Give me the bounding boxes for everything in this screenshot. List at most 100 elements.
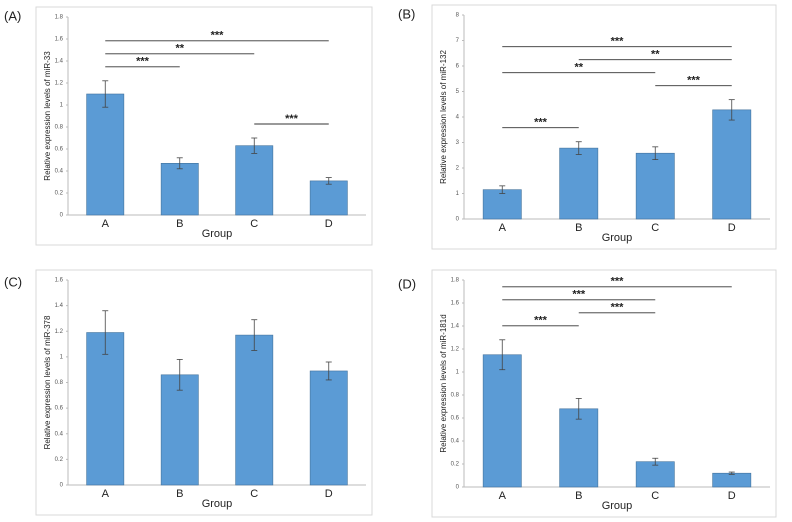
- bar: [160, 374, 199, 486]
- significance-label: ***: [611, 276, 625, 288]
- y-tick-label: 0.8: [55, 380, 64, 386]
- significance-label: ***: [285, 113, 299, 125]
- y-tick-label: 0.6: [55, 147, 64, 153]
- y-tick-label: 0.8: [55, 125, 64, 131]
- y-tick-label: 0: [60, 213, 64, 219]
- y-axis-label: Relative expression levels of miR-181d: [439, 314, 448, 452]
- bar: [86, 93, 125, 216]
- y-axis-label: Relative expression levels of miR-378: [43, 315, 52, 449]
- bar: [86, 332, 125, 486]
- panel-label: (D): [398, 276, 416, 291]
- y-tick-label: 3: [456, 140, 460, 146]
- x-tick-label: D: [325, 488, 333, 500]
- x-tick-label: D: [728, 490, 736, 502]
- x-tick-label: A: [499, 222, 507, 234]
- bar: [559, 408, 599, 488]
- y-axis-label: Relative expression levels of miR-132: [439, 50, 448, 184]
- x-tick-label: D: [728, 222, 736, 234]
- bar: [309, 370, 348, 486]
- y-tick-label: 1: [60, 354, 64, 360]
- y-tick-label: 0: [456, 217, 460, 223]
- bar: [635, 152, 675, 220]
- y-tick-label: 0: [456, 485, 460, 491]
- x-tick-label: A: [499, 490, 507, 502]
- y-tick-label: 1: [456, 191, 460, 197]
- x-axis-label: Group: [202, 228, 233, 240]
- panel-label: (A): [4, 8, 21, 23]
- y-tick-label: 1.4: [55, 59, 64, 65]
- x-tick-label: B: [176, 488, 183, 500]
- bar: [559, 147, 599, 220]
- y-tick-label: 1.8: [451, 278, 460, 284]
- y-tick-label: 0.6: [55, 406, 64, 412]
- bar: [482, 354, 522, 488]
- y-tick-label: 0.4: [55, 169, 64, 175]
- y-tick-label: 1.6: [55, 37, 64, 43]
- y-tick-label: 1.6: [55, 278, 64, 284]
- bar: [309, 180, 348, 216]
- significance-label: ***: [211, 30, 225, 42]
- x-tick-label: B: [575, 222, 582, 234]
- y-tick-label: 1.4: [451, 324, 460, 330]
- y-tick-label: 0: [60, 483, 64, 489]
- bar: [712, 472, 752, 488]
- panel-frame: [431, 269, 777, 518]
- significance-label: ***: [687, 75, 701, 87]
- y-tick-label: 1.2: [451, 347, 460, 353]
- x-tick-label: A: [102, 488, 110, 500]
- x-tick-label: C: [651, 222, 659, 234]
- significance-label: ***: [572, 289, 586, 301]
- x-tick-label: B: [176, 218, 183, 230]
- panel-frame: [35, 6, 373, 246]
- y-tick-label: 1.6: [451, 301, 460, 307]
- y-tick-label: 2: [456, 166, 460, 172]
- x-tick-label: C: [651, 490, 659, 502]
- significance-label: **: [175, 43, 184, 55]
- bar: [160, 163, 199, 216]
- significance-label: **: [651, 49, 660, 61]
- y-tick-label: 0.2: [55, 191, 64, 197]
- bar: [482, 189, 522, 220]
- significance-label: **: [574, 62, 583, 74]
- y-tick-label: 6: [456, 64, 460, 70]
- y-tick-label: 4: [456, 115, 460, 121]
- y-tick-label: 5: [456, 89, 460, 95]
- significance-label: ***: [534, 117, 548, 129]
- x-tick-label: A: [102, 218, 110, 230]
- y-tick-label: 1.4: [55, 303, 64, 309]
- y-tick-label: 1.8: [55, 15, 64, 21]
- y-tick-label: 7: [456, 38, 460, 44]
- y-tick-label: 8: [456, 13, 460, 19]
- y-tick-label: 1.2: [55, 329, 64, 335]
- panel-label: (C): [4, 274, 22, 289]
- y-tick-label: 0.2: [55, 457, 64, 463]
- y-tick-label: 1: [456, 370, 460, 376]
- y-tick-label: 0.4: [451, 439, 460, 445]
- x-axis-label: Group: [202, 498, 233, 510]
- significance-label: ***: [534, 315, 548, 327]
- significance-label: ***: [611, 302, 625, 314]
- y-tick-label: 0.8: [451, 393, 460, 399]
- significance-label: ***: [611, 36, 625, 48]
- bar: [235, 334, 274, 486]
- bar: [235, 145, 274, 216]
- x-axis-label: Group: [602, 500, 633, 512]
- y-axis-label: Relative expression levels of miR-33: [43, 51, 52, 181]
- y-tick-label: 1: [60, 103, 64, 109]
- x-tick-label: C: [250, 218, 258, 230]
- significance-label: ***: [136, 56, 150, 68]
- x-tick-label: B: [575, 490, 582, 502]
- y-tick-label: 0.2: [451, 462, 460, 468]
- panel-frame: [431, 4, 777, 250]
- y-tick-label: 0.6: [451, 416, 460, 422]
- x-tick-label: D: [325, 218, 333, 230]
- y-tick-label: 1.2: [55, 81, 64, 87]
- x-tick-label: C: [250, 488, 258, 500]
- panel-label: (B): [398, 6, 415, 21]
- bar: [635, 461, 675, 488]
- y-tick-label: 0.4: [55, 431, 64, 437]
- bar: [712, 109, 752, 220]
- panel-frame: [35, 269, 373, 516]
- x-axis-label: Group: [602, 232, 633, 244]
